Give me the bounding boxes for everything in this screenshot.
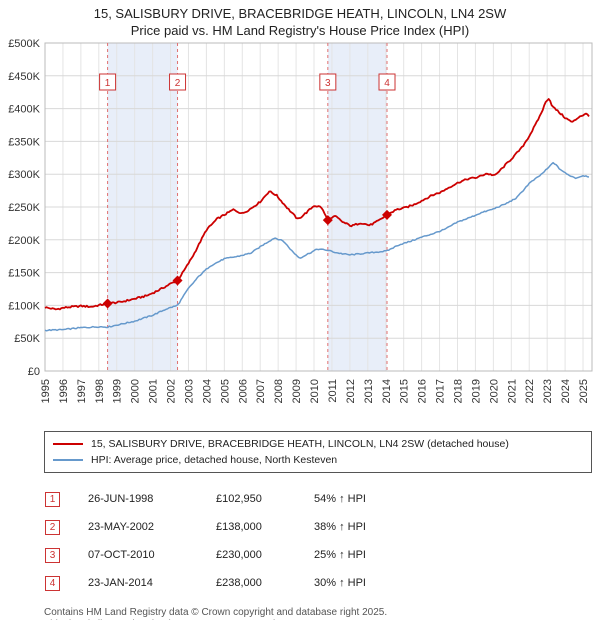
svg-text:2016: 2016 xyxy=(417,379,429,403)
legend-label: 15, SALISBURY DRIVE, BRACEBRIDGE HEATH, … xyxy=(91,438,509,450)
svg-text:2006: 2006 xyxy=(237,379,249,403)
table-row: 1 26-JUN-1998 £102,950 54% ↑ HPI xyxy=(45,485,600,513)
footer-line-1: Contains HM Land Registry data © Crown c… xyxy=(44,607,388,618)
svg-text:2009: 2009 xyxy=(291,379,303,403)
svg-text:2008: 2008 xyxy=(273,379,285,403)
svg-text:2022: 2022 xyxy=(524,379,536,403)
svg-text:2019: 2019 xyxy=(470,379,482,403)
svg-text:2023: 2023 xyxy=(542,379,554,403)
svg-text:2010: 2010 xyxy=(309,379,321,403)
sale-number-badge: 4 xyxy=(45,575,60,591)
svg-text:2020: 2020 xyxy=(488,379,500,403)
sale-price: £230,000 xyxy=(216,549,262,561)
property-line-swatch xyxy=(53,443,83,445)
svg-text:1995: 1995 xyxy=(40,379,52,403)
svg-text:2017: 2017 xyxy=(435,379,447,403)
svg-text:2: 2 xyxy=(175,78,181,89)
svg-text:2001: 2001 xyxy=(148,379,160,403)
sale-number-badge: 3 xyxy=(45,547,60,563)
sale-date: 26-JUN-1998 xyxy=(88,493,154,505)
svg-text:£350K: £350K xyxy=(8,136,40,148)
svg-text:2025: 2025 xyxy=(578,379,590,403)
sale-date: 07-OCT-2010 xyxy=(88,549,155,561)
svg-text:£200K: £200K xyxy=(8,235,40,247)
svg-text:£0: £0 xyxy=(28,366,40,378)
svg-text:2004: 2004 xyxy=(201,379,213,403)
svg-text:£100K: £100K xyxy=(8,300,40,312)
svg-text:2012: 2012 xyxy=(345,379,357,403)
sale-date: 23-JAN-2014 xyxy=(88,577,153,589)
svg-text:2024: 2024 xyxy=(560,379,572,403)
svg-text:£400K: £400K xyxy=(8,104,40,116)
svg-text:£250K: £250K xyxy=(8,202,40,214)
svg-text:1998: 1998 xyxy=(94,379,106,403)
page-title: 15, SALISBURY DRIVE, BRACEBRIDGE HEATH, … xyxy=(93,6,507,21)
price-history-chart: £0 £50K £100K £150K £200K £250K £300K £350K £400… xyxy=(8,38,593,403)
svg-text:£150K: £150K xyxy=(8,268,40,280)
sale-hpi-delta: 30% ↑ HPI xyxy=(314,577,366,589)
svg-text:3: 3 xyxy=(325,78,331,89)
svg-text:4: 4 xyxy=(384,78,390,89)
legend-label: HPI: Average price, detached house, Nort… xyxy=(91,454,338,466)
svg-text:1: 1 xyxy=(105,78,111,89)
sale-price: £238,000 xyxy=(216,577,262,589)
svg-text:2002: 2002 xyxy=(166,379,178,403)
svg-text:1997: 1997 xyxy=(76,379,88,403)
sale-price: £102,950 xyxy=(216,493,262,505)
svg-text:2018: 2018 xyxy=(452,379,464,403)
table-row: 4 23-JAN-2014 £238,000 30% ↑ HPI xyxy=(45,569,600,597)
svg-text:£300K: £300K xyxy=(8,169,40,181)
svg-text:2021: 2021 xyxy=(506,379,518,403)
sales-table: 1 26-JUN-1998 £102,950 54% ↑ HPI 2 23-MA… xyxy=(45,485,600,597)
sale-hpi-delta: 25% ↑ HPI xyxy=(314,549,366,561)
chart-legend: 15, SALISBURY DRIVE, BRACEBRIDGE HEATH, … xyxy=(44,431,592,473)
svg-text:£450K: £450K xyxy=(8,71,40,83)
sale-number-badge: 2 xyxy=(45,519,60,535)
svg-text:£500K: £500K xyxy=(8,39,40,50)
svg-text:2003: 2003 xyxy=(183,379,195,403)
sale-number-badge: 1 xyxy=(45,491,60,507)
chart-header: 15, SALISBURY DRIVE, BRACEBRIDGE HEATH, … xyxy=(0,0,600,39)
table-row: 3 07-OCT-2010 £230,000 25% ↑ HPI xyxy=(45,541,600,569)
legend-entry-hpi: HPI: Average price, detached house, Nort… xyxy=(53,452,583,468)
svg-text:1999: 1999 xyxy=(112,379,124,403)
svg-text:2007: 2007 xyxy=(255,379,267,403)
table-row: 2 23-MAY-2002 £138,000 38% ↑ HPI xyxy=(45,513,600,541)
sale-date: 23-MAY-2002 xyxy=(88,521,155,533)
svg-text:£50K: £50K xyxy=(14,333,40,345)
svg-text:2000: 2000 xyxy=(130,379,142,403)
hpi-line-swatch xyxy=(53,459,83,461)
svg-text:2014: 2014 xyxy=(381,379,393,403)
sale-hpi-delta: 54% ↑ HPI xyxy=(314,493,366,505)
svg-text:2011: 2011 xyxy=(327,379,339,403)
svg-text:2005: 2005 xyxy=(219,379,231,403)
svg-text:1996: 1996 xyxy=(58,379,70,403)
page-subtitle: Price paid vs. HM Land Registry's House … xyxy=(130,23,470,38)
svg-text:2013: 2013 xyxy=(363,379,375,403)
license-footer: Contains HM Land Registry data © Crown c… xyxy=(44,607,600,620)
sale-price: £138,000 xyxy=(216,521,262,533)
svg-text:2015: 2015 xyxy=(399,379,411,403)
sale-hpi-delta: 38% ↑ HPI xyxy=(314,521,366,533)
legend-entry-property: 15, SALISBURY DRIVE, BRACEBRIDGE HEATH, … xyxy=(53,436,583,452)
